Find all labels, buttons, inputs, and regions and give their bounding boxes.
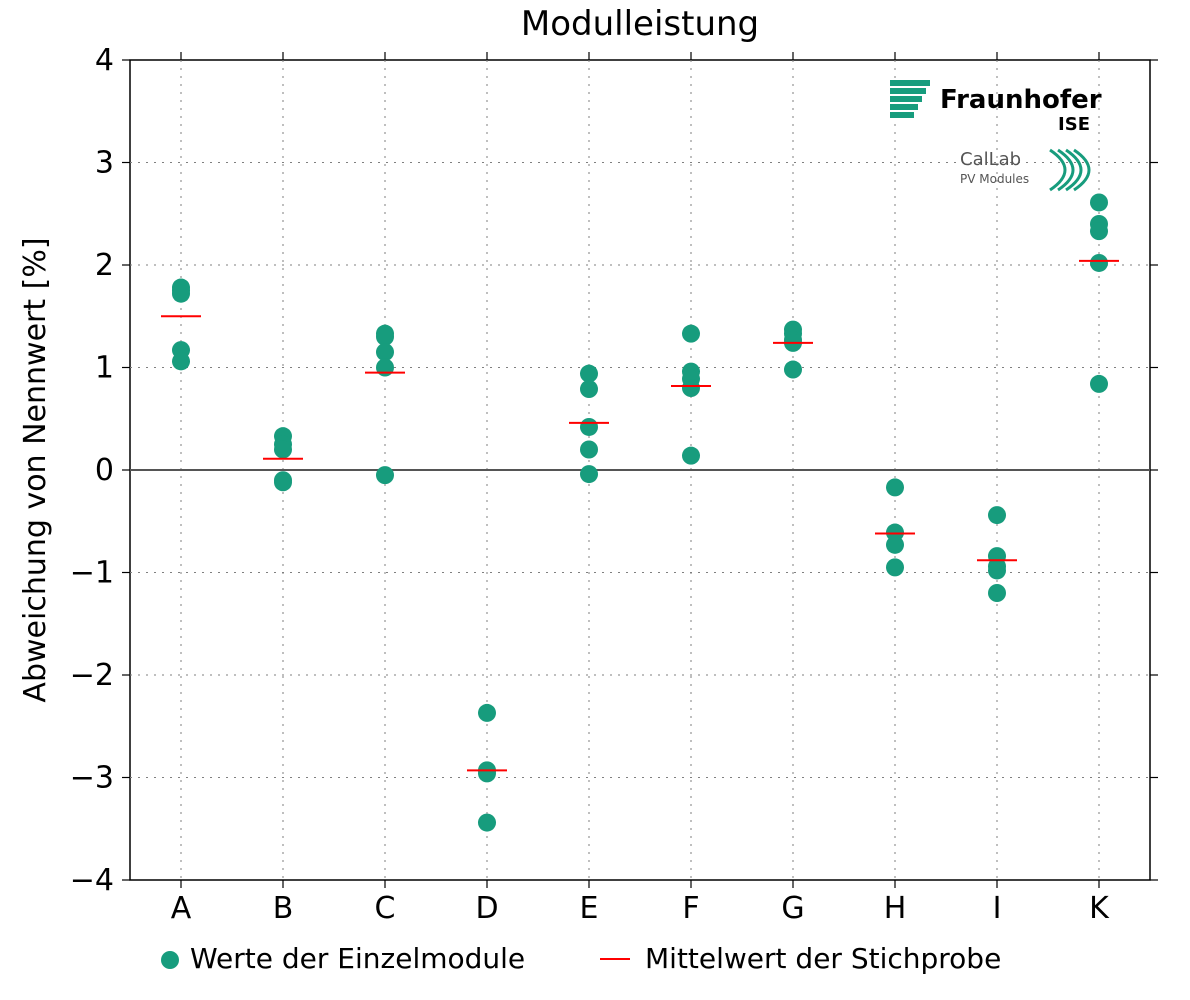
legend-mean-label: Mittelwert der Stichprobe [645,942,1001,975]
data-point [274,473,292,491]
xtick-label: F [682,891,699,926]
data-point [988,506,1006,524]
svg-text:PV Modules: PV Modules [960,172,1029,186]
data-point [478,764,496,782]
data-point [1090,375,1108,393]
data-point [376,343,394,361]
legend-marker-label: Werte der Einzelmodule [190,942,525,975]
ytick-label: 4 [95,43,114,78]
data-point [172,352,190,370]
svg-text:CalLab: CalLab [960,149,1021,170]
data-point [376,328,394,346]
ytick-label: 0 [95,453,114,488]
data-point [172,285,190,303]
data-point [478,814,496,832]
ytick-label: −3 [70,761,114,796]
data-point [886,478,904,496]
data-point [478,704,496,722]
xtick-label: H [884,891,907,926]
data-point [988,561,1006,579]
chart-title: Modulleistung [521,4,759,44]
ytick-label: −1 [70,556,114,591]
xtick-label: C [375,891,396,926]
xtick-label: E [580,891,599,926]
data-point [1090,193,1108,211]
svg-text:ISE: ISE [1058,114,1090,135]
xtick-label: I [993,891,1002,926]
xtick-label: B [273,891,294,926]
data-point [682,379,700,397]
data-point [376,466,394,484]
xtick-label: K [1089,891,1110,926]
xtick-label: G [781,891,804,926]
data-point [580,465,598,483]
module-power-chart: Modulleistung −4 −3 −2 −1 0 1 2 3 4 A B C D E F G H I K Abwe… [0,0,1190,1000]
data-point [580,441,598,459]
data-point [376,359,394,377]
data-point [274,441,292,459]
data-point [682,447,700,465]
fraunhofer-logo: FraunhoferISE [890,80,1102,135]
ytick-label: −2 [70,658,114,693]
data-point [1090,222,1108,240]
data-point [886,536,904,554]
xtick-label: D [475,891,498,926]
ytick-label: 1 [95,351,114,386]
legend-marker-icon [161,951,179,969]
svg-text:Fraunhofer: Fraunhofer [940,85,1102,115]
ytick-label: 3 [95,146,114,181]
xtick-label: A [171,891,192,926]
data-point [580,365,598,383]
data-point [682,325,700,343]
data-point [886,558,904,576]
data-point [988,584,1006,602]
ytick-label: −4 [70,863,114,898]
chart-svg: Modulleistung −4 −3 −2 −1 0 1 2 3 4 A B C D E F G H I K Abwe… [0,0,1190,1000]
data-point [580,418,598,436]
data-point [784,361,802,379]
data-point [1090,254,1108,272]
ytick-label: 2 [95,248,114,283]
yaxis-label: Abweichung von Nennwert [%] [18,237,53,702]
data-point [580,380,598,398]
callab-logo: CalLab PV Modules [960,149,1089,190]
